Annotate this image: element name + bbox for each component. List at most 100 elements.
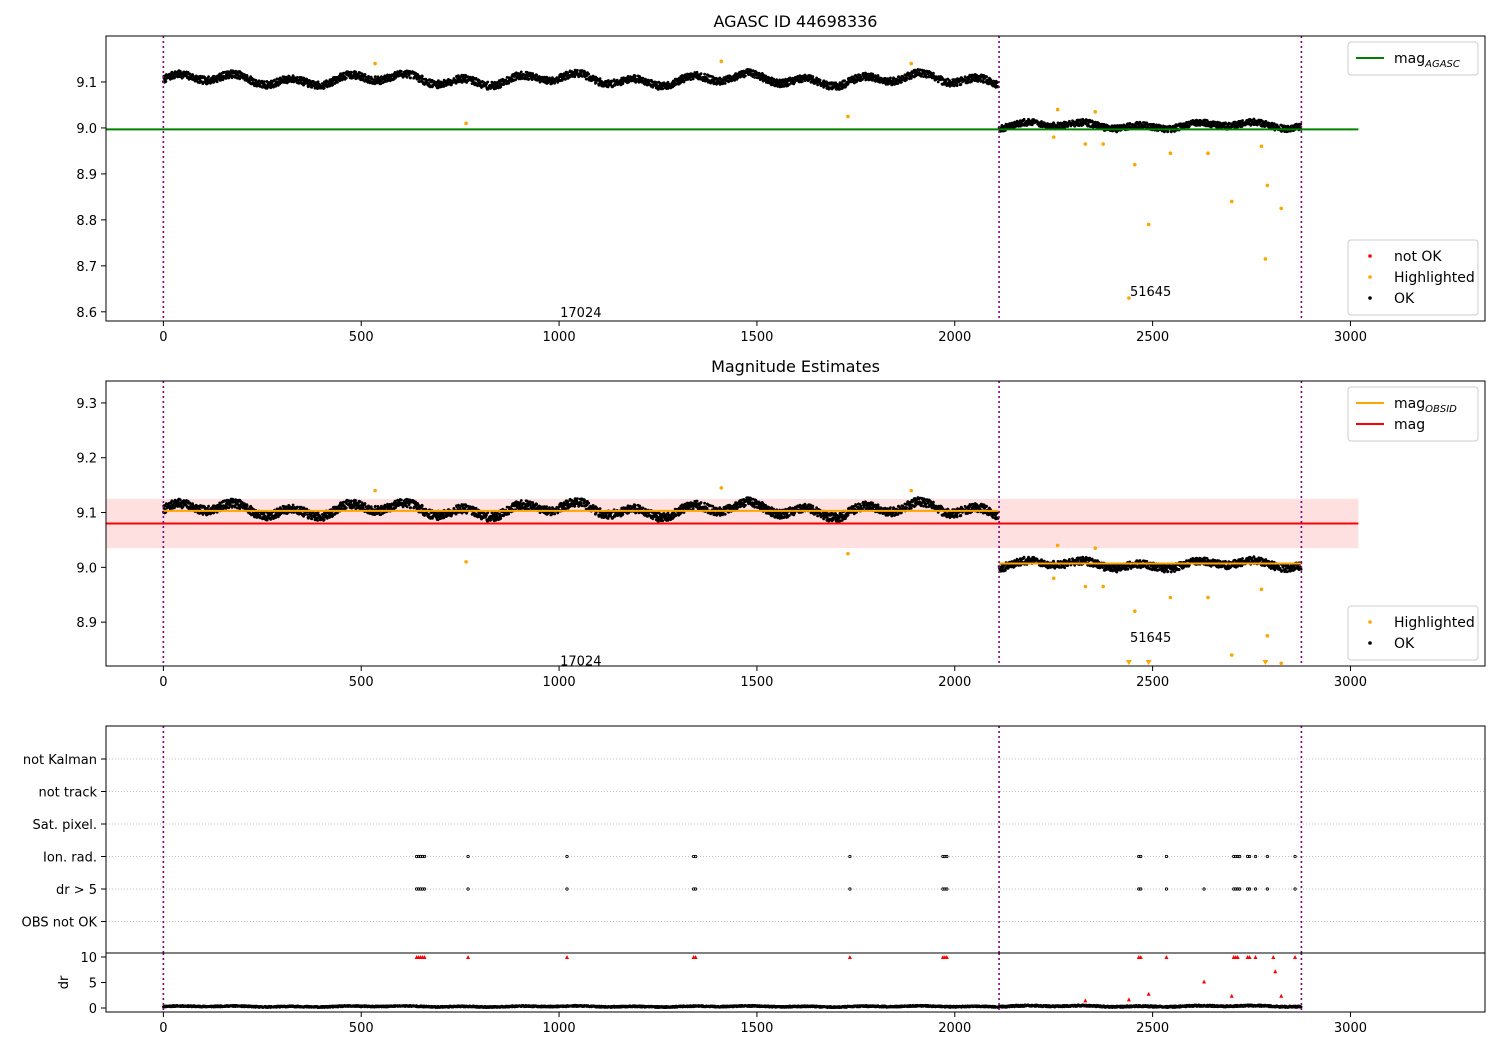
legend-label-main: Highlighted	[1394, 270, 1475, 286]
obsid-label: 51645	[1130, 285, 1171, 300]
ok-point	[354, 77, 358, 81]
ok-point	[274, 516, 278, 519]
ok-point	[744, 74, 747, 78]
x-tick-label: 3000	[1334, 330, 1367, 345]
legend-label: Highlighted	[1394, 270, 1475, 286]
y-tick-label: 9.0	[76, 122, 97, 137]
ok-point	[393, 71, 397, 74]
ok-point	[695, 70, 699, 74]
ok-point	[349, 499, 353, 503]
ok-point	[932, 71, 935, 75]
ok-point	[816, 83, 819, 87]
highlighted-point	[1083, 142, 1088, 146]
ok-point	[374, 75, 377, 79]
highlighted-point	[1168, 151, 1173, 156]
ok-point	[273, 78, 276, 82]
x-tick-label: 2500	[1136, 330, 1169, 345]
ok-point	[995, 80, 999, 84]
ok-point	[598, 77, 602, 80]
ok-point	[200, 80, 203, 83]
highlighted-point	[1093, 110, 1098, 114]
ok-point	[1022, 117, 1026, 121]
ok-point	[703, 72, 706, 76]
ok-point	[507, 81, 511, 85]
ok-point	[310, 517, 314, 521]
ok-point	[295, 76, 299, 79]
obsid-label: 17024	[560, 306, 601, 321]
legend-label-main: not OK	[1394, 249, 1442, 265]
highlighted-point	[1206, 151, 1210, 156]
ok-point	[207, 504, 211, 508]
ok-point	[427, 82, 431, 85]
ok-point	[579, 72, 583, 76]
ok-point	[550, 512, 554, 516]
ok-point	[905, 76, 909, 80]
legend-dot-swatch	[1368, 275, 1372, 279]
ok-point	[376, 75, 380, 79]
highlighted-point	[1101, 142, 1105, 146]
ok-point	[178, 498, 182, 502]
ok-point	[989, 78, 993, 82]
ok-point	[420, 74, 424, 78]
ok-point	[527, 78, 530, 81]
x-tick-label: 1500	[740, 330, 773, 345]
ok-point	[316, 80, 320, 84]
ok-point	[349, 70, 353, 74]
legend-label: OK	[1394, 291, 1415, 307]
legend-label: not OK	[1394, 249, 1442, 265]
legend-dot-swatch	[1368, 254, 1372, 258]
ok-point	[420, 504, 424, 508]
ok-point	[1166, 130, 1170, 133]
ok-point	[889, 76, 892, 80]
highlighted-point	[1146, 222, 1151, 227]
ok-point	[909, 77, 913, 80]
ok-point	[486, 80, 490, 84]
ok-point	[245, 75, 249, 78]
ok-point	[316, 519, 319, 522]
ok-point	[495, 81, 499, 84]
highlighted-point	[373, 61, 377, 66]
ok-point	[723, 82, 727, 85]
ok-point	[507, 512, 511, 516]
ok-point	[240, 72, 244, 75]
ok-point	[689, 78, 693, 81]
ok-point	[170, 70, 174, 74]
ok-point	[818, 78, 822, 82]
ok-point	[245, 504, 249, 508]
highlighted-point	[1133, 162, 1137, 167]
ok-point	[587, 72, 591, 76]
ok-point	[178, 69, 182, 73]
highlighted-point	[1055, 107, 1060, 112]
ok-point	[227, 76, 231, 80]
ok-point	[1030, 123, 1034, 127]
panel-title: AGASC ID 44698336	[714, 12, 878, 31]
ok-point	[553, 512, 556, 516]
panel1-legend-bottom-right: not OK Highlighted OK	[1347, 239, 1479, 316]
ok-point	[985, 75, 988, 79]
ok-point	[801, 80, 804, 83]
ok-point	[296, 78, 300, 82]
x-tick-label: 500	[349, 330, 374, 345]
ok-point	[579, 501, 583, 505]
legend-label-main: mag	[1394, 51, 1425, 67]
ok-point	[274, 84, 278, 88]
ok-point	[573, 504, 577, 508]
ok-point	[307, 516, 310, 519]
highlighted-point	[1259, 144, 1264, 149]
highlighted-point	[1279, 206, 1284, 211]
ok-point	[427, 513, 431, 516]
ok-point	[478, 80, 482, 83]
ok-point	[164, 80, 168, 83]
ok-point	[393, 499, 397, 503]
ok-point	[363, 73, 367, 76]
ok-point	[576, 69, 579, 72]
ok-point	[262, 80, 266, 83]
ok-point	[1241, 119, 1244, 122]
ok-point	[699, 72, 703, 75]
ok-point	[682, 80, 686, 84]
highlighted-point	[1265, 183, 1270, 188]
highlighted-point	[464, 121, 468, 126]
ok-point	[291, 74, 295, 77]
